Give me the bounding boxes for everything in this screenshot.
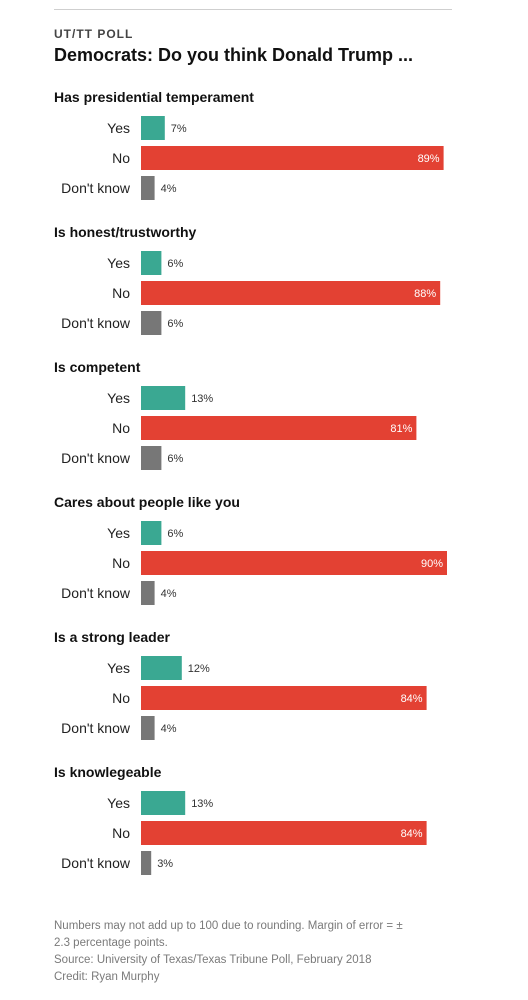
bar-dont-know: [141, 716, 155, 740]
value-label: 4%: [161, 588, 177, 600]
value-label: 89%: [418, 153, 440, 165]
value-label: 88%: [414, 288, 436, 300]
bar-no: [141, 821, 427, 845]
poll-kicker: UT/TT POLL: [54, 27, 134, 41]
bar-yes: [141, 656, 182, 680]
bar-dont-know: [141, 581, 155, 605]
question-label: Has presidential temperament: [54, 89, 254, 105]
bar-yes: [141, 791, 186, 815]
value-label: 81%: [390, 423, 412, 435]
bar-yes: [141, 521, 162, 545]
response-label: Yes: [107, 255, 130, 271]
value-label: 6%: [167, 453, 183, 465]
question-label: Is honest/trustworthy: [54, 224, 197, 240]
response-label: Don't know: [61, 315, 131, 331]
bar-dont-know: [141, 446, 162, 470]
response-label: No: [112, 150, 130, 166]
value-label: 90%: [421, 558, 443, 570]
question-label: Is knowlegeable: [54, 764, 162, 780]
bar-no: [141, 686, 427, 710]
value-label: 6%: [167, 258, 183, 270]
bar-no: [141, 551, 447, 575]
response-label: Yes: [107, 660, 130, 676]
response-label: No: [112, 285, 130, 301]
rounding-note-line1: Numbers may not add up to 100 due to rou…: [54, 920, 403, 932]
response-label: No: [112, 825, 130, 841]
grouped-bar-chart: Has presidential temperament Yes 7% No 89% Do…: [54, 89, 447, 875]
question-label: Is competent: [54, 359, 141, 375]
response-label: Yes: [107, 795, 130, 811]
response-label: Don't know: [61, 855, 131, 871]
value-label: 13%: [191, 798, 213, 810]
response-label: No: [112, 690, 130, 706]
value-label: 6%: [167, 318, 183, 330]
bar-yes: [141, 251, 162, 275]
rounding-note-line2: 2.3 percentage points.: [54, 937, 168, 949]
response-label: Don't know: [61, 450, 131, 466]
bar-dont-know: [141, 176, 155, 200]
bar-yes: [141, 116, 165, 140]
bar-dont-know: [141, 851, 152, 875]
bar-yes: [141, 386, 186, 410]
response-label: Yes: [107, 120, 130, 136]
response-label: No: [112, 420, 130, 436]
value-label: 4%: [161, 183, 177, 195]
bar-no: [141, 146, 444, 170]
response-label: Yes: [107, 390, 130, 406]
value-label: 84%: [401, 828, 423, 840]
value-label: 6%: [167, 528, 183, 540]
response-label: Yes: [107, 525, 130, 541]
question-label: Is a strong leader: [54, 629, 170, 645]
bar-no: [141, 281, 441, 305]
footer: Numbers may not add up to 100 due to rou…: [54, 918, 464, 986]
value-label: 13%: [191, 393, 213, 405]
chart-title: Democrats: Do you think Donald Trump ...: [54, 45, 414, 65]
value-label: 84%: [401, 693, 423, 705]
value-label: 3%: [157, 858, 173, 870]
credit-note: Credit: Ryan Murphy: [54, 971, 160, 983]
top-rule: [54, 9, 452, 10]
value-label: 12%: [188, 663, 210, 675]
response-label: Don't know: [61, 585, 131, 601]
bar-dont-know: [141, 311, 162, 335]
question-label: Cares about people like you: [54, 494, 240, 510]
value-label: 7%: [171, 123, 187, 135]
value-label: 4%: [161, 723, 177, 735]
response-label: No: [112, 555, 130, 571]
response-label: Don't know: [61, 720, 131, 736]
source-note: Source: University of Texas/Texas Tribun…: [54, 954, 372, 966]
bar-no: [141, 416, 417, 440]
response-label: Don't know: [61, 180, 131, 196]
